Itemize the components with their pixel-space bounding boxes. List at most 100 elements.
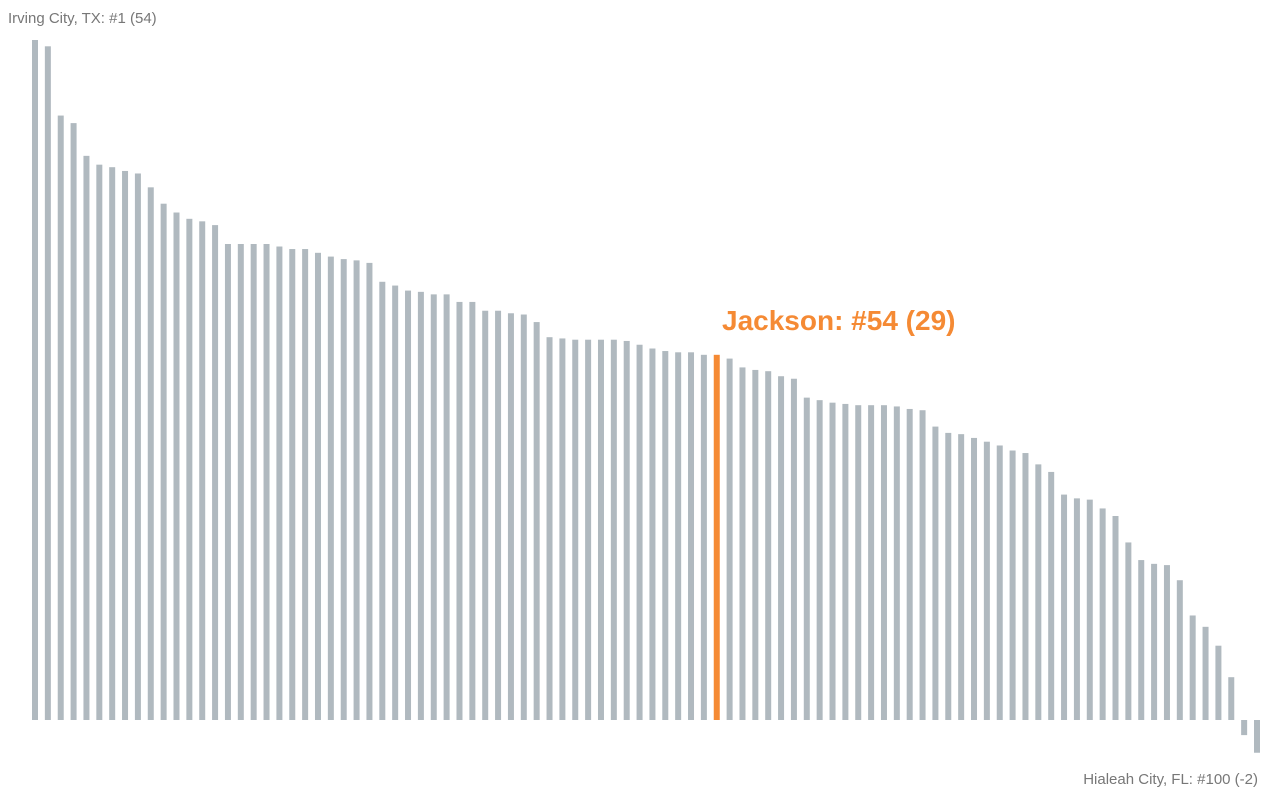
- bar: [327, 256, 334, 720]
- bar: [739, 367, 746, 720]
- bar: [160, 203, 167, 720]
- bar: [520, 314, 527, 720]
- bar: [1228, 677, 1235, 720]
- bar: [44, 46, 51, 721]
- bar: [147, 187, 154, 720]
- bar: [688, 352, 695, 720]
- bar: [469, 301, 476, 720]
- bar: [109, 167, 116, 720]
- bar: [417, 291, 424, 720]
- bar: [495, 310, 502, 720]
- bar: [842, 403, 849, 720]
- bar: [1241, 720, 1248, 736]
- bar: [778, 376, 785, 720]
- bar: [765, 371, 772, 720]
- bar: [1086, 499, 1093, 720]
- bar: [1254, 720, 1260, 753]
- bar: [932, 426, 939, 720]
- bar: [83, 155, 90, 721]
- bar: [868, 405, 875, 720]
- bar: [1035, 464, 1042, 720]
- bar: [340, 259, 347, 720]
- bar: [57, 115, 64, 720]
- bar: [880, 405, 887, 720]
- bar: [1151, 563, 1158, 720]
- bar: [662, 351, 669, 720]
- bar: [790, 378, 797, 720]
- bar: [186, 218, 193, 720]
- bar: [829, 402, 836, 720]
- bar: [199, 221, 206, 720]
- bar: [263, 244, 270, 720]
- bar: [507, 313, 514, 720]
- bar: [1061, 494, 1068, 720]
- bar: [224, 244, 231, 720]
- bar: [70, 123, 77, 721]
- bar: [1176, 580, 1183, 720]
- bar: [816, 400, 823, 720]
- bottom-rank-label: Hialeah City, FL: #100 (-2): [1083, 771, 1258, 788]
- bar: [392, 285, 399, 720]
- bar: [855, 405, 862, 720]
- bar: [1022, 453, 1029, 720]
- bar: [482, 310, 489, 720]
- bar: [212, 225, 219, 721]
- bar: [597, 339, 604, 720]
- bar: [405, 290, 412, 720]
- bar: [906, 408, 913, 720]
- bar: [958, 434, 965, 720]
- bar: [533, 322, 540, 720]
- bar: [314, 252, 321, 720]
- bar: [1163, 565, 1170, 720]
- bar: [572, 339, 579, 720]
- bar: [1073, 498, 1080, 720]
- bar: [1009, 450, 1016, 720]
- bar: [726, 358, 733, 720]
- highlight-label: Jackson: #54 (29): [722, 305, 955, 336]
- bar: [675, 352, 682, 720]
- bar: [971, 437, 978, 720]
- bar: [237, 244, 244, 720]
- bar: [559, 338, 566, 720]
- bar: [353, 260, 360, 720]
- bar: [1202, 626, 1209, 720]
- bar: [366, 262, 373, 720]
- bar: [636, 344, 643, 720]
- bar: [893, 406, 900, 720]
- bar: [983, 441, 990, 720]
- bar: [649, 348, 656, 720]
- bar: [122, 170, 129, 720]
- bar: [585, 339, 592, 720]
- bar-highlight: [713, 354, 720, 720]
- bar: [96, 164, 103, 721]
- bar: [1099, 508, 1106, 720]
- bar: [919, 410, 926, 720]
- bar: [32, 40, 38, 720]
- bar: [134, 173, 141, 721]
- bar: [752, 369, 759, 720]
- bar: [1215, 645, 1222, 720]
- bar: [276, 246, 283, 720]
- bar: [546, 337, 553, 720]
- bar: [289, 249, 296, 721]
- bar: [430, 294, 437, 720]
- bar: [1125, 542, 1132, 720]
- bar: [302, 249, 309, 721]
- bar: [623, 340, 630, 720]
- bar: [1112, 516, 1119, 720]
- bar: [456, 301, 463, 720]
- bar: [1048, 471, 1055, 720]
- bar: [610, 339, 617, 720]
- top-rank-label: Irving City, TX: #1 (54): [8, 10, 157, 27]
- bar: [803, 397, 810, 720]
- bar: [173, 212, 180, 720]
- bar: [996, 445, 1003, 720]
- bar: [945, 432, 952, 720]
- bar: [443, 294, 450, 720]
- bar: [1189, 615, 1196, 720]
- bar: [1138, 560, 1145, 720]
- bar: [379, 281, 386, 720]
- bars-group: [32, 40, 1260, 753]
- bar: [700, 354, 707, 720]
